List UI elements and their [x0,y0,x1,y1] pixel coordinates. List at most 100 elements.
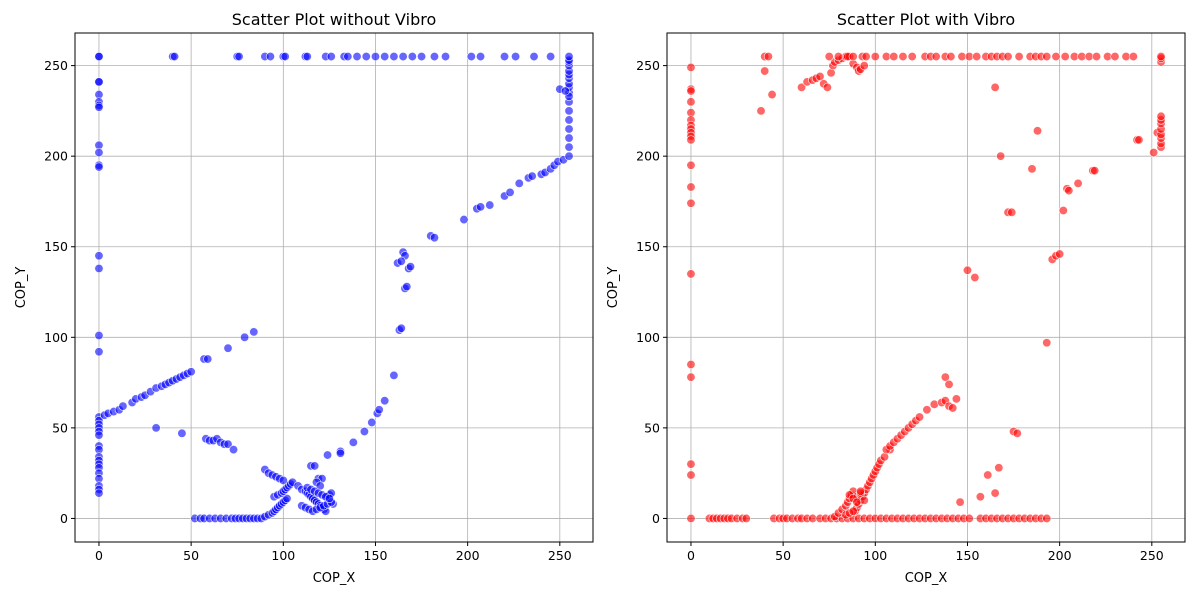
x-tick-label: 150 [364,548,388,563]
data-point [527,171,537,181]
plot-frame [74,32,594,543]
data-point [380,396,390,406]
data-point [564,106,574,116]
data-point [1149,148,1159,158]
x-tick-label: 0 [95,548,103,563]
data-point [94,430,104,440]
data-point [151,423,161,433]
data-point [907,52,917,62]
data-point [686,269,696,279]
data-point [970,273,980,283]
data-point [760,66,770,76]
x-tick-label: 250 [548,548,572,563]
x-tick-label: 50 [183,548,199,563]
data-point [1042,52,1052,62]
data-point [359,427,369,437]
y-tick-label: 250 [44,58,68,73]
y-tick-label: 50 [644,420,660,435]
data-point [476,52,486,62]
data-point [889,52,899,62]
data-point [955,497,965,507]
data-point [686,359,696,369]
data-point [302,52,312,62]
y-tick-label: 100 [636,330,660,345]
y-tick-label: 150 [636,239,660,254]
data-point [94,488,104,498]
data-points [94,52,574,523]
data-point [94,331,104,341]
data-point [223,439,233,449]
data-point [763,52,773,62]
axis-ticks: 0 50 100 150 200 250 0 50 100 150 200 250 [44,58,572,563]
data-point [915,412,925,422]
data-point [396,256,406,266]
data-point [1060,52,1070,62]
data-point [529,52,539,62]
x-tick-label: 200 [1048,548,1072,563]
chart-title: Scatter Plot with Vibro [837,10,1015,29]
data-point [564,52,574,62]
data-point [994,463,1004,473]
data-point [186,367,196,377]
data-point [1027,164,1037,174]
scatter-plot-with-vibro: 0 50 100 150 200 250 0 50 100 150 200 250 Scatter P… [606,10,1186,586]
data-point [848,506,858,516]
data-point [931,52,941,62]
data-point [822,82,832,92]
data-point [1090,166,1100,176]
data-point [406,262,416,272]
x-tick-label: 100 [271,548,295,563]
data-point [686,135,696,145]
x-tick-label: 150 [956,548,980,563]
y-tick-label: 200 [44,149,68,164]
data-point [922,405,932,415]
data-point [951,394,961,404]
data-point [203,354,213,364]
x-axis-label: COP_X [905,571,948,586]
data-point [352,52,362,62]
data-point [972,52,982,62]
chart-title: Scatter Plot without Vibro [232,10,437,29]
data-point [686,459,696,469]
data-point [1058,206,1068,216]
data-point [1073,178,1083,188]
data-point [1092,52,1102,62]
data-point [335,448,345,458]
data-point [511,52,521,62]
scatter-plot-without-vibro: 0 50 100 150 200 250 0 50 100 150 200 250 Scatter P… [14,10,594,586]
data-point [361,52,371,62]
x-tick-label: 100 [863,548,887,563]
data-point [240,332,250,342]
data-point [374,405,384,415]
data-point [1156,52,1166,62]
data-point [756,106,766,116]
data-point [118,401,128,411]
data-point [407,52,417,62]
data-point [686,198,696,208]
y-tick-label: 150 [44,239,68,254]
y-axis-label: COP_Y [606,267,621,309]
data-point [429,52,439,62]
data-point [514,178,524,188]
data-point [1134,135,1144,145]
data-point [990,82,1000,92]
data-point [177,428,187,438]
data-point [686,97,696,107]
data-point [1007,207,1017,217]
data-point [962,265,972,275]
data-point [861,52,871,62]
data-point [859,61,869,71]
data-point [940,372,950,382]
data-point [94,347,104,357]
data-point [441,52,451,62]
data-point [229,445,239,455]
data-point [370,52,380,62]
data-point [686,513,696,523]
data-point [466,52,476,62]
data-point [348,437,358,447]
data-point [546,52,556,62]
data-point [929,399,939,409]
data-point [323,450,333,460]
data-point [1033,126,1043,136]
